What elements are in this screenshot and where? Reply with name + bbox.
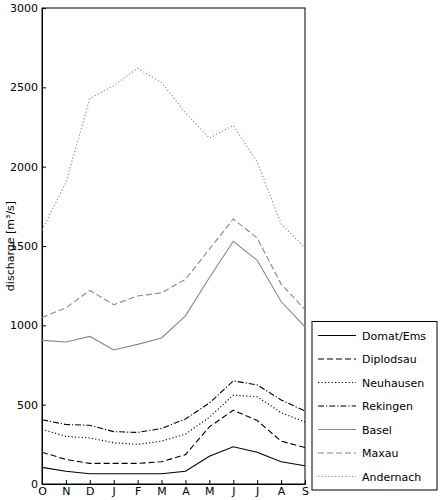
x-tick: S <box>302 480 309 498</box>
x-tick: M <box>205 480 215 498</box>
legend-swatch <box>318 405 356 406</box>
x-tick: N <box>62 480 70 498</box>
series-line <box>42 410 305 463</box>
x-tick-mark <box>114 480 115 484</box>
series-line <box>42 219 305 317</box>
x-tick-label: D <box>86 485 94 498</box>
x-tick-label: M <box>157 485 167 498</box>
legend-label: Andernach <box>362 471 421 484</box>
x-tick-label: O <box>38 485 47 498</box>
x-tick-label: N <box>62 485 70 498</box>
x-tick-mark <box>281 480 282 484</box>
series-line <box>42 395 305 444</box>
y-tick: 3000 <box>10 2 46 15</box>
y-tick-mark <box>42 405 46 406</box>
legend-swatch <box>318 335 356 336</box>
chart: 050010001500200025003000ONDJFMAMJJASdisc… <box>0 0 440 500</box>
x-tick-label: J <box>231 485 235 498</box>
x-tick-mark <box>42 480 43 484</box>
x-tick-label: M <box>205 485 215 498</box>
x-tick-label: A <box>278 485 286 498</box>
x-tick-mark <box>209 480 210 484</box>
legend-swatch <box>318 358 356 359</box>
x-tick-mark <box>138 480 139 484</box>
x-tick: M <box>157 480 167 498</box>
y-tick-mark <box>42 325 46 326</box>
x-tick-mark <box>185 480 186 484</box>
legend-label: Neuhausen <box>362 377 424 390</box>
x-axis-line <box>43 480 306 485</box>
legend-label: Domat/Ems <box>362 330 426 343</box>
legend-box <box>312 322 437 491</box>
y-tick-mark <box>42 87 46 88</box>
x-tick-mark <box>162 480 163 484</box>
legend-label: Diplodsau <box>362 353 417 366</box>
y-tick-label: 2000 <box>10 161 38 174</box>
series-line <box>42 447 305 474</box>
x-tick-label: A <box>182 485 190 498</box>
legend-swatch <box>318 382 356 383</box>
y-tick: 1000 <box>10 319 46 332</box>
x-tick-label: S <box>302 485 309 498</box>
x-tick: J <box>112 480 116 498</box>
x-tick-label: J <box>255 485 259 498</box>
x-tick: F <box>135 480 141 498</box>
y-axis-title: discharge [m³/s] <box>4 201 17 291</box>
x-tick: D <box>86 480 94 498</box>
y-tick: 2000 <box>10 161 46 174</box>
x-tick-label: J <box>112 485 116 498</box>
series-line <box>42 241 305 350</box>
y-tick-mark <box>42 246 46 247</box>
legend-swatch <box>318 429 356 430</box>
x-tick-mark <box>66 480 67 484</box>
x-tick-label: F <box>135 485 141 498</box>
plot-frame <box>42 8 305 484</box>
y-tick-label: 3000 <box>10 2 38 15</box>
x-axis: ONDJFMAMJJAS <box>38 480 309 498</box>
y-tick: 2500 <box>10 81 46 94</box>
y-tick-label: 1000 <box>10 319 38 332</box>
x-tick: J <box>231 480 235 498</box>
y-axis-line <box>43 9 47 485</box>
x-tick: O <box>38 480 47 498</box>
legend-swatch <box>318 452 356 453</box>
series-line <box>42 68 305 247</box>
x-tick: A <box>182 480 190 498</box>
y-tick-label: 500 <box>17 399 38 412</box>
x-tick-mark <box>233 480 234 484</box>
x-tick: A <box>278 480 286 498</box>
legend-swatch <box>318 476 356 477</box>
y-tick: 500 <box>17 399 46 412</box>
legend-label: Maxau <box>362 447 398 460</box>
x-tick: J <box>255 480 259 498</box>
legend: Domat/Ems Diplodsau Neuhausen Rekingen Basel… <box>312 322 437 491</box>
legend-label: Basel <box>362 424 392 437</box>
y-tick-mark <box>42 167 46 168</box>
legend-label: Rekingen <box>362 400 413 413</box>
plot: 050010001500200025003000ONDJFMAMJJAS <box>10 2 309 498</box>
x-tick-mark <box>305 480 306 484</box>
lines <box>42 68 305 473</box>
y-tick-mark <box>42 8 46 9</box>
x-tick-mark <box>90 480 91 484</box>
series-line <box>42 381 305 433</box>
y-tick-label: 2500 <box>10 81 38 94</box>
y-tick-label: 0 <box>31 478 38 491</box>
x-tick-mark <box>257 480 258 484</box>
